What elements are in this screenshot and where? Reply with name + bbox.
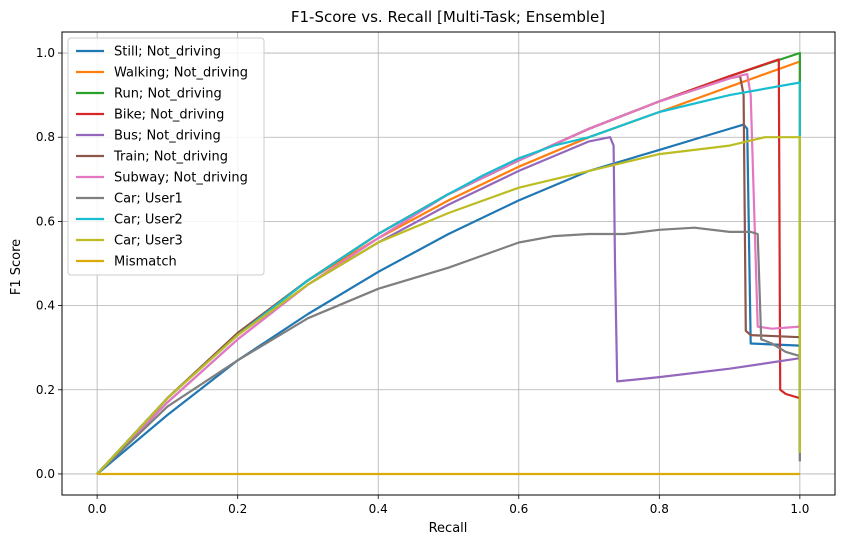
x-tick-label: 0.4	[369, 502, 388, 516]
legend-label: Car; User2	[114, 213, 183, 228]
y-tick-label: 0.4	[36, 299, 55, 313]
series-line-9	[96, 136, 801, 475]
axis-ticks: 0.0 0.2 0.4 0.6 0.8 1.0 0.0 0.2 0.4 0.6 0.8 1.0	[36, 46, 810, 516]
y-tick-label: 0.0	[36, 467, 55, 481]
x-tick-label: 0.2	[228, 502, 247, 516]
legend-label: Car; User1	[114, 192, 183, 207]
x-axis-label: Recall	[429, 521, 468, 536]
y-tick-label: 0.2	[36, 383, 55, 397]
x-tick-label: 1.0	[790, 502, 809, 516]
plot-frame	[61, 31, 836, 496]
x-tick-label: 0.8	[650, 502, 669, 516]
legend-label: Subway; Not_driving	[114, 171, 248, 186]
legend-label: Bike; Not_driving	[114, 108, 224, 123]
series-line-6	[96, 73, 800, 475]
legend-label: Run; Not_driving	[114, 87, 222, 102]
y-axis-label: F1 Score	[9, 239, 24, 295]
x-tick-label: 0.0	[88, 502, 107, 516]
chart-title: F1-Score vs. Recall [Multi-Task; Ensembl…	[291, 8, 605, 26]
legend-label: Car; User3	[114, 234, 183, 249]
legend: Still; Not_driving Walking; Not_driving Ru…	[67, 37, 265, 276]
y-tick-label: 1.0	[36, 46, 55, 60]
y-tick-label: 0.8	[36, 130, 55, 144]
legend-label: Bus; Not_driving	[114, 129, 221, 144]
legend-label: Train; Not_driving	[113, 150, 228, 165]
y-tick-label: 0.6	[36, 214, 55, 228]
series-lines	[96, 51, 801, 476]
legend-box	[67, 37, 265, 276]
legend-label: Walking; Not_driving	[114, 66, 248, 81]
x-tick-label: 0.6	[509, 502, 528, 516]
legend-label: Still; Not_driving	[114, 45, 221, 60]
series-line-7	[96, 226, 801, 475]
legend-label: Mismatch	[114, 255, 177, 270]
